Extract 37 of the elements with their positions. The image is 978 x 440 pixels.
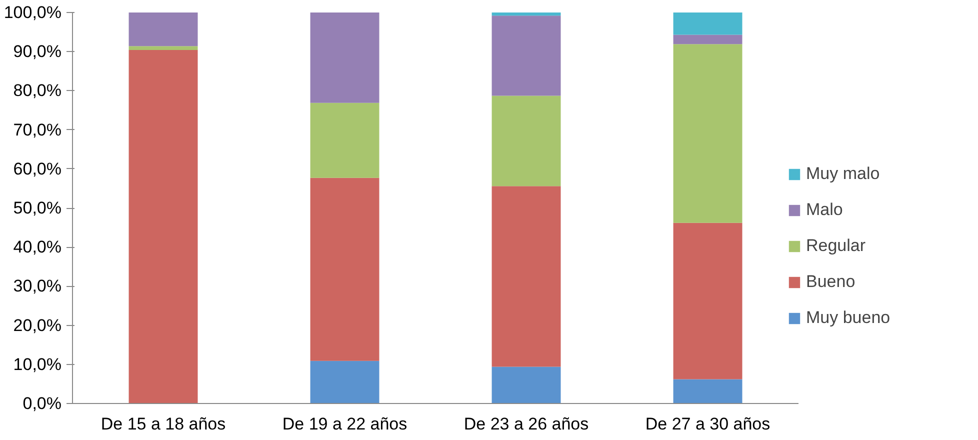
bar xyxy=(492,186,561,367)
bar xyxy=(492,16,561,96)
x-tick-label: De 19 a 22 años xyxy=(282,414,408,434)
bar xyxy=(310,178,380,361)
bar xyxy=(673,44,742,223)
y-tick-label: 20,0% xyxy=(13,316,62,335)
y-tick-label: 40,0% xyxy=(13,238,62,257)
y-tick-label: 90,0% xyxy=(13,42,62,62)
y-tick-label: 70,0% xyxy=(13,120,62,140)
y-tick-label: 60,0% xyxy=(13,159,62,178)
legend-label: Regular xyxy=(806,236,866,256)
bar xyxy=(128,46,198,50)
bar xyxy=(310,360,380,404)
legend-label: Malo xyxy=(806,200,843,220)
legend-label: Muy malo xyxy=(806,164,880,184)
bar xyxy=(673,12,742,35)
y-tick-label: 30,0% xyxy=(13,276,62,296)
bar xyxy=(492,12,561,16)
y-tick-label: 80,0% xyxy=(13,81,62,100)
y-tick-label: 100,0% xyxy=(4,3,62,22)
bar xyxy=(128,50,198,404)
y-tick-label: 10,0% xyxy=(13,354,62,374)
bar xyxy=(310,102,380,178)
bar xyxy=(673,379,742,404)
bar xyxy=(310,12,380,103)
legend-label: Muy bueno xyxy=(806,308,890,328)
legend-label: Bueno xyxy=(806,272,856,292)
bar xyxy=(673,222,742,380)
x-tick-label: De 27 a 30 años xyxy=(645,414,770,434)
x-tick-label: De 15 a 18 años xyxy=(100,414,226,434)
bar xyxy=(492,366,561,404)
bar xyxy=(492,96,561,186)
bar xyxy=(128,12,198,46)
y-tick-label: 0,0% xyxy=(22,394,62,413)
x-tick-label: De 23 a 26 años xyxy=(464,414,589,434)
bar xyxy=(673,34,742,44)
y-tick-label: 50,0% xyxy=(13,198,62,218)
